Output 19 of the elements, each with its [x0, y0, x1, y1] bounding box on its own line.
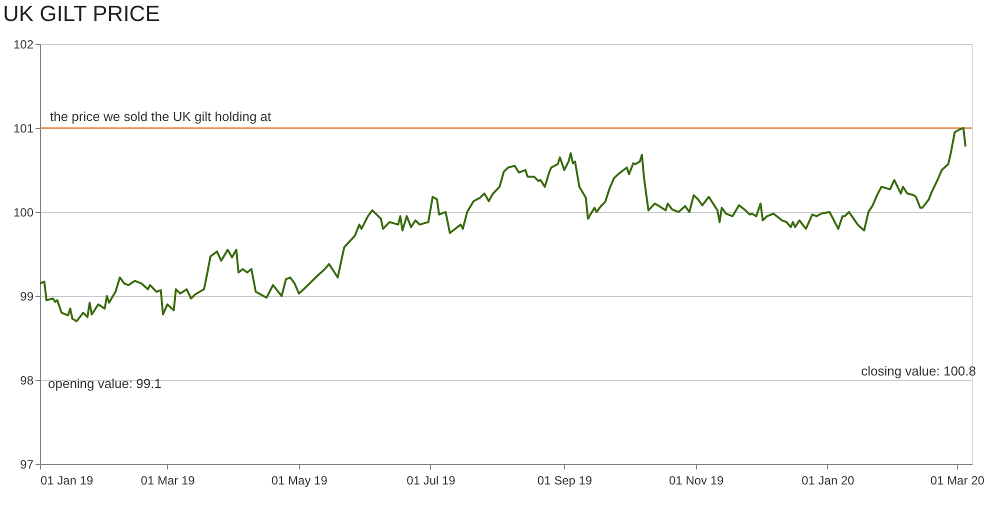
- x-tick-label: 01 Mar 20: [930, 474, 985, 488]
- x-tick-label: 01 Jan 20: [802, 474, 855, 488]
- y-tick-label: 98: [20, 374, 34, 388]
- ref-line-label: the price we sold the UK gilt holding at: [50, 109, 272, 124]
- x-tick-label: 01 May 19: [271, 474, 328, 488]
- y-tick-label: 99: [20, 290, 34, 304]
- x-tick-label: 01 Nov 19: [669, 474, 724, 488]
- x-tick-label: 01 Jan 19: [40, 474, 94, 488]
- chart-title: UK GILT PRICE: [2, 1, 160, 26]
- x-tick-label: 01 Jul 19: [406, 474, 456, 488]
- x-tick-label: 01 Mar 19: [140, 474, 196, 488]
- annotation: opening value: 99.1: [48, 376, 162, 392]
- x-tick-label: 01 Sep 19: [537, 474, 592, 488]
- y-tick-label: 100: [13, 206, 34, 220]
- y-tick-label: 102: [13, 38, 34, 52]
- annotation: closing value: 100.8: [861, 364, 976, 379]
- y-tick-label: 97: [20, 458, 34, 472]
- y-tick-label: 101: [13, 122, 34, 136]
- line-series: [39, 127, 967, 322]
